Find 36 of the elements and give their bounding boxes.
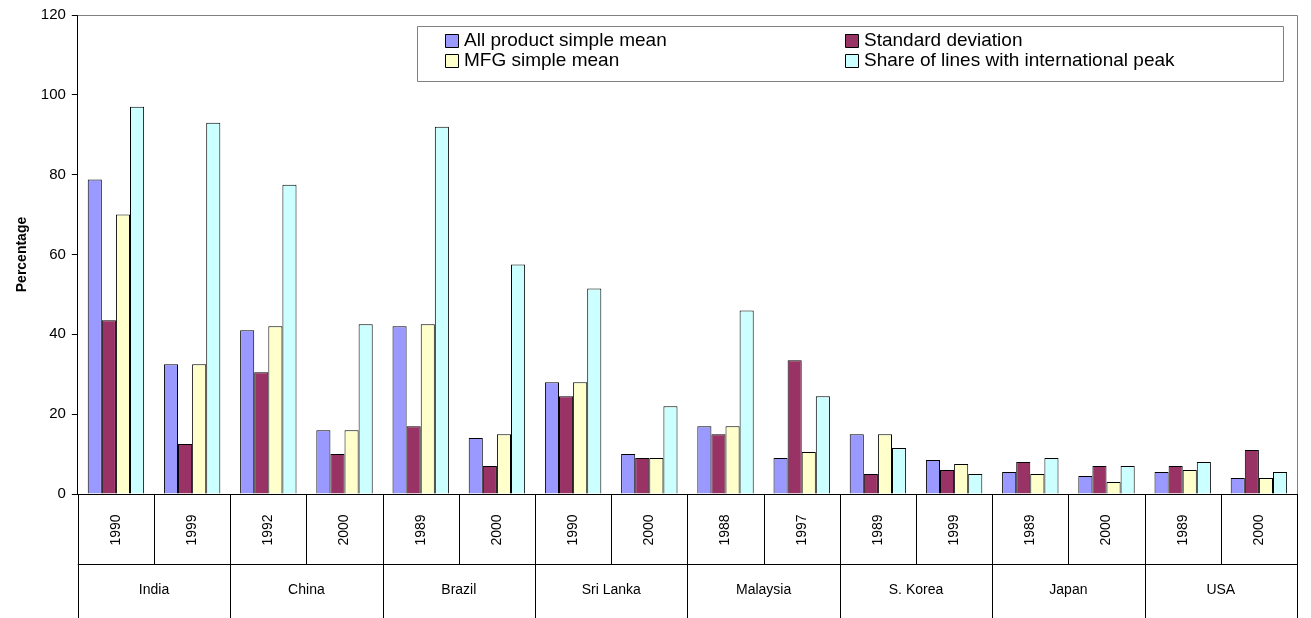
- y-tick-label: 120: [40, 5, 66, 23]
- legend-label: Standard deviation: [864, 29, 1023, 51]
- x-tick-label: 1990: [106, 514, 123, 546]
- y-tick-label: 100: [40, 84, 66, 102]
- text: Malaysia: [735, 580, 792, 597]
- x-tick-label: 1989: [868, 514, 885, 546]
- text: Sri Lanka: [581, 580, 641, 597]
- x-tick-label: 1989: [1021, 514, 1038, 546]
- x-tick-label: 1999: [182, 514, 199, 546]
- legend-label: All product simple mean: [464, 29, 667, 51]
- y-tick-label: 80: [49, 164, 66, 182]
- x-tick-label: 2000: [487, 514, 504, 546]
- x-tick-label: 1989: [411, 514, 428, 546]
- y-tick-label: 60: [49, 244, 66, 262]
- y-tick-label: 0: [57, 484, 66, 502]
- x-tick-label: 2000: [335, 514, 352, 546]
- x-tick-label: 2000: [1097, 514, 1114, 546]
- y-axis-title: Percentage: [13, 216, 30, 293]
- x-tick-label: 1999: [944, 514, 961, 546]
- text: S. Korea: [888, 580, 944, 597]
- x-tick-label: 1997: [792, 514, 809, 546]
- text: Japan: [1049, 580, 1088, 597]
- text: India: [138, 580, 170, 597]
- x-tick-label: 1988: [716, 514, 733, 546]
- x-tick-label: 1989: [1173, 514, 1190, 546]
- x-tick-label: 2000: [1249, 514, 1266, 546]
- x-tick-label: 1992: [259, 514, 276, 546]
- x-tick-label: 1990: [563, 514, 580, 546]
- legend-label: MFG simple mean: [464, 49, 620, 71]
- y-tick-label: 40: [49, 324, 66, 342]
- legend-label: Share of lines with international peak: [864, 49, 1176, 71]
- y-tick-label: 20: [49, 404, 66, 422]
- text: USA: [1206, 580, 1236, 597]
- text: Brazil: [441, 580, 477, 597]
- text: China: [288, 580, 325, 597]
- x-tick-label: 2000: [640, 514, 657, 546]
